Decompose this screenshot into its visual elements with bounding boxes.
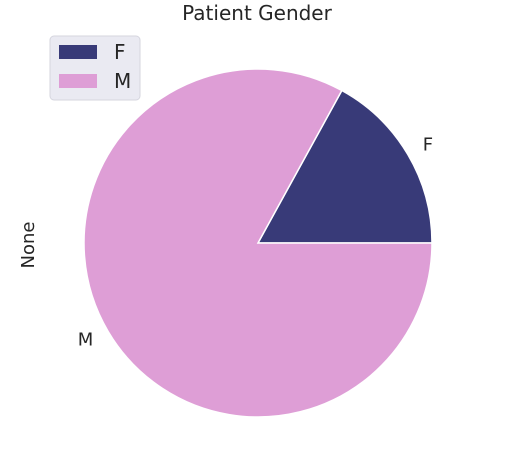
pie-slices xyxy=(83,68,433,418)
pie-slice-f xyxy=(256,89,433,244)
y-axis-label: None xyxy=(18,222,39,269)
chart-title: Patient Gender xyxy=(182,1,332,25)
legend-label-m: M xyxy=(114,69,131,93)
pie-slice-m xyxy=(83,68,433,418)
slice-label-m: M xyxy=(78,329,94,350)
legend: F M xyxy=(49,35,141,101)
legend-label-f: F xyxy=(114,40,126,64)
pie-slice-labels: FM xyxy=(78,135,433,351)
legend-swatch-f xyxy=(59,45,97,59)
slice-label-f: F xyxy=(423,135,433,156)
legend-swatch-m xyxy=(59,74,97,88)
